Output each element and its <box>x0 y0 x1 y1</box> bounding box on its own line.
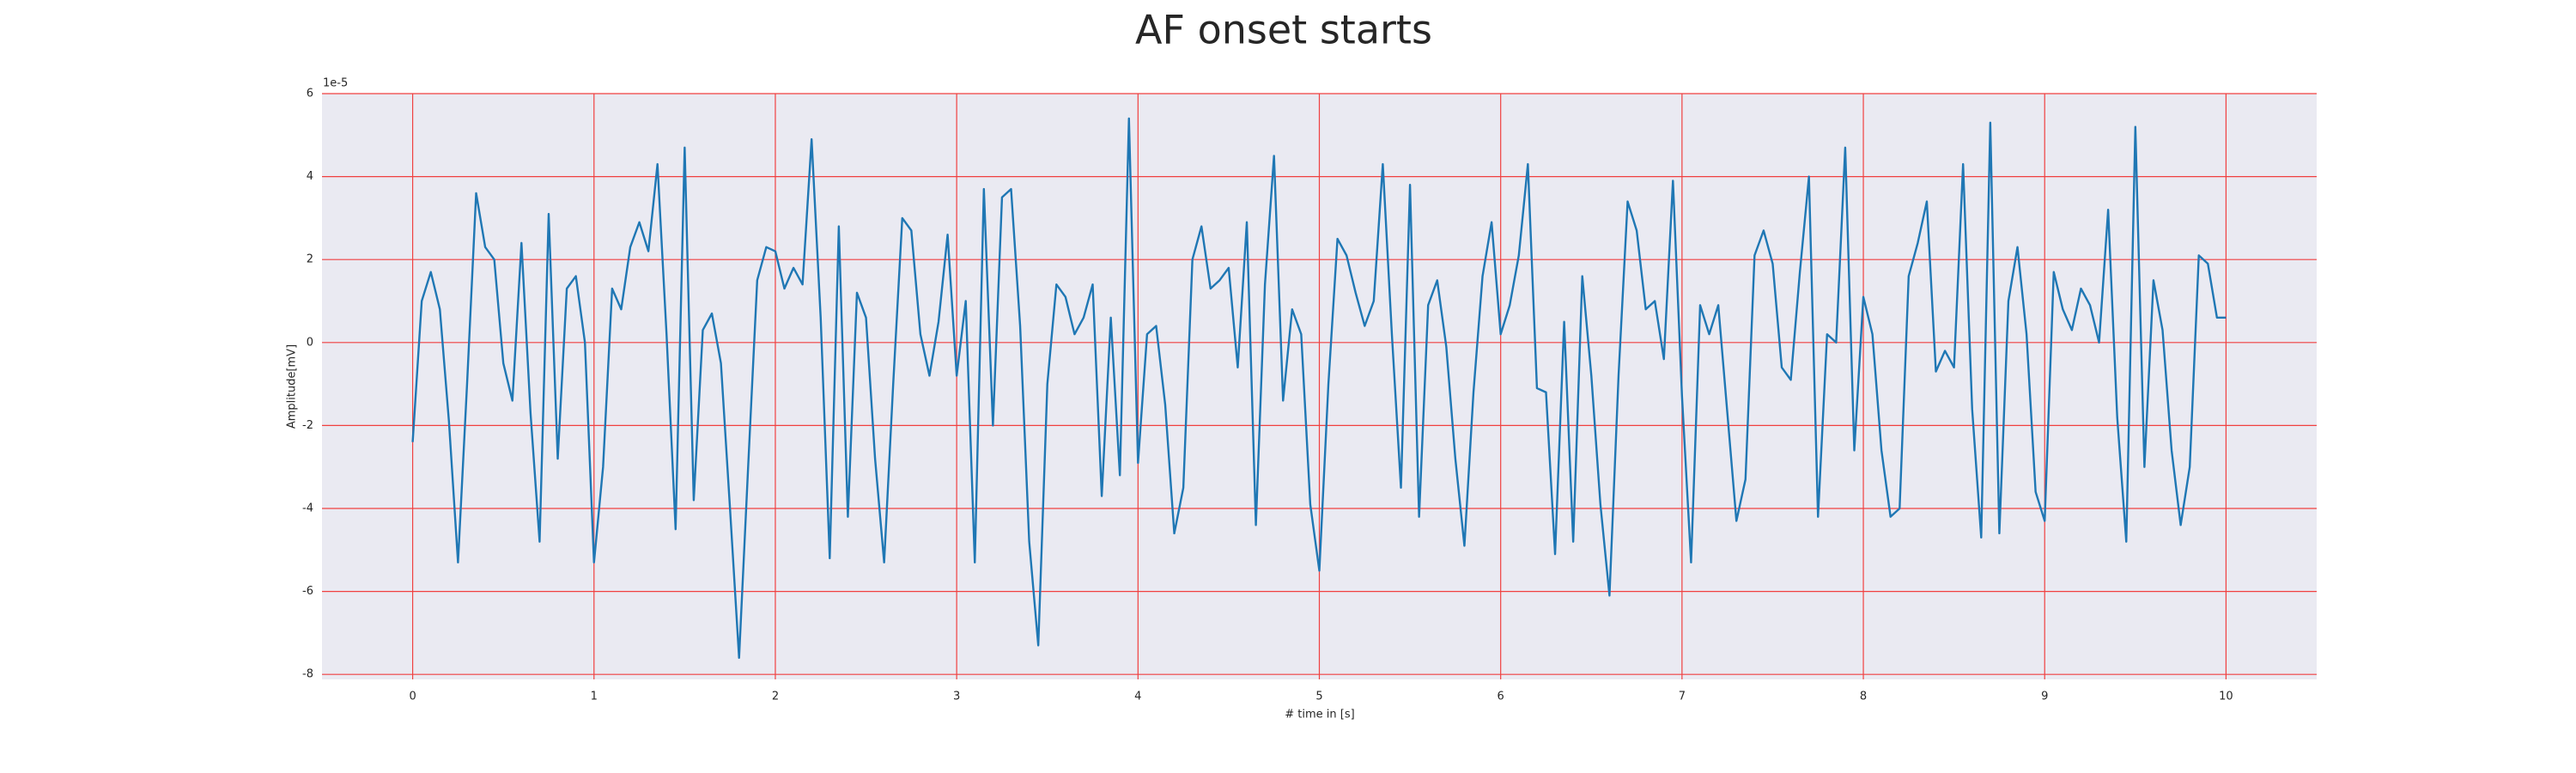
x-tick-label: 10 <box>2219 691 2233 703</box>
x-tick-label: 0 <box>409 691 416 703</box>
y-tick-label: -2 <box>302 419 313 432</box>
y-axis-label: Amplitude[mV] <box>286 344 299 429</box>
line-series <box>411 117 2227 660</box>
x-tick-label: 7 <box>1679 691 1686 703</box>
y-tick-label: 0 <box>307 336 313 349</box>
y-tick-label: 2 <box>307 253 313 266</box>
x-tick-label: 2 <box>772 691 779 703</box>
y-tick-label: 4 <box>307 170 313 183</box>
x-tick-label: 6 <box>1498 691 1504 703</box>
x-tick-label: 1 <box>591 691 598 703</box>
x-axis-label: # time in [s] <box>1285 709 1354 721</box>
x-tick-label: 9 <box>2041 691 2048 703</box>
y-offset-label: 1e-5 <box>323 77 348 90</box>
x-tick-label: 3 <box>953 691 960 703</box>
y-tick-label: -8 <box>302 668 313 681</box>
x-tick-label: 4 <box>1134 691 1141 703</box>
x-tick-label: 5 <box>1315 691 1322 703</box>
x-tick-label: 8 <box>1860 691 1867 703</box>
chart-title: AF onset starts <box>1135 7 1432 53</box>
y-tick-label: -4 <box>302 502 313 515</box>
y-tick-label: -6 <box>302 585 313 598</box>
y-tick-label: 6 <box>307 88 313 100</box>
